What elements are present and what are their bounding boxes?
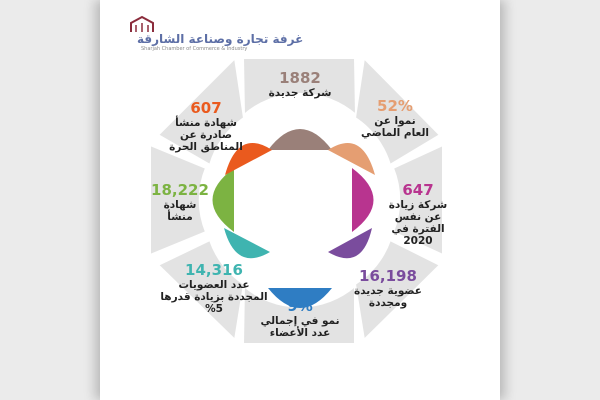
stat-renewed-memberships: 14,316 عدد العضويات المجددة بزيادة قدرها…: [158, 261, 270, 316]
petal-bottom-right: [328, 228, 372, 259]
stat-label: عدد العضويات المجددة بزيادة قدرها 5%: [160, 279, 268, 316]
logo-english-text: Sharjah Chamber of Commerce & Industry: [141, 46, 248, 52]
segment-top: [241, 57, 358, 118]
building-icon: [130, 15, 154, 32]
stat-memberships: 16,198 عضوية جديدة ومجددة: [352, 267, 424, 310]
stat-value: 9%: [287, 297, 313, 315]
segment-bottom-left: [156, 238, 246, 343]
segment-left: [149, 143, 208, 257]
petal-left: [212, 168, 234, 232]
stat-value: 16,198: [359, 267, 417, 285]
stat-label: شركة زيادة عن نفس الفترة في 2020: [388, 199, 448, 248]
stat-companies-increase: 647 شركة زيادة عن نفس الفترة في 2020: [388, 181, 448, 248]
petal-top-right: [328, 142, 375, 175]
stat-value: 1882: [279, 69, 321, 87]
segment-bottom-right: [353, 238, 442, 343]
logo-arabic-text: غرفة تجارة وصناعة الشارقة: [137, 32, 304, 46]
stat-value: 607: [190, 99, 222, 117]
petal-top: [268, 129, 332, 150]
stat-free-zone-certificates: 607 شهادة منشأ صادرة عن المناطق الحرة: [160, 99, 252, 154]
segment-right: [391, 143, 444, 257]
stat-label: شهادة منشأ صادرة عن المناطق الحرة: [169, 117, 243, 154]
stat-origin-certificates: 18,222 شهادة منشأ: [150, 181, 210, 224]
stat-label: عضوية جديدة ومجددة: [354, 285, 422, 310]
segment-top-left: [156, 55, 246, 167]
chamber-logo: غرفة تجارة وصناعة الشارقة Sharjah Chambe…: [115, 14, 305, 54]
petal-bottom-left: [224, 228, 270, 259]
stat-value: 647: [402, 181, 434, 199]
stat-label: نمو في إجمالي عدد الأعضاء: [260, 315, 340, 340]
stat-value: 14,316: [185, 261, 243, 279]
stat-value: 18,222: [151, 181, 209, 199]
stat-label: شهادة منشأ: [163, 199, 197, 224]
petal-bottom: [268, 288, 332, 308]
stat-members-growth: 9% نمو في إجمالي عدد الأعضاء: [258, 297, 342, 340]
petal-right: [352, 168, 374, 232]
segment-top-right: [353, 55, 442, 167]
stat-new-companies: 1882 شركة جديدة: [250, 69, 350, 100]
stat-label: نموا عن العام الماضي: [360, 115, 430, 140]
stat-growth: 52% نموا عن العام الماضي: [360, 97, 430, 140]
stat-value: 52%: [377, 97, 413, 115]
petal-top-left: [225, 142, 272, 175]
stat-label: شركة جديدة: [268, 87, 332, 100]
